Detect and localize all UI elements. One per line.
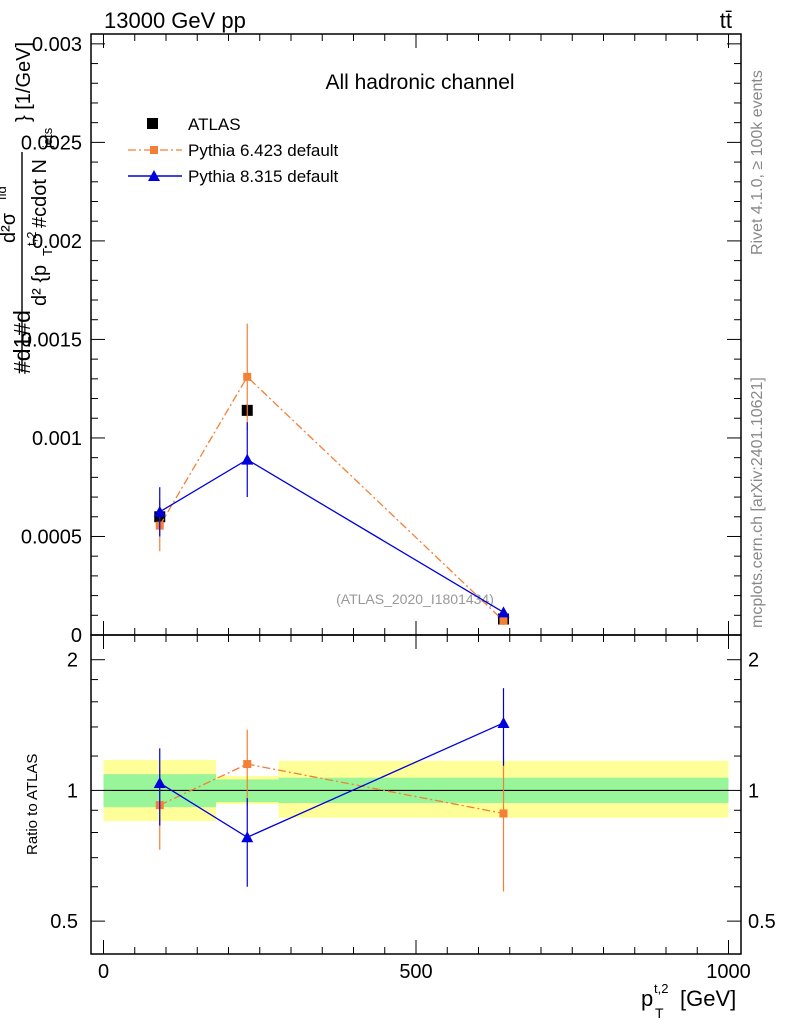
xlabel-main: p	[641, 986, 653, 1011]
y-tick-label-1: 0.0005	[21, 526, 82, 548]
ratio-tick-label-right-1: 1	[748, 780, 759, 802]
header-process: tt̄	[720, 8, 732, 33]
x-tick-label-1: 500	[399, 961, 432, 983]
legend-marker-pythia8	[148, 170, 160, 181]
ratio-point-pythia6-2	[499, 809, 508, 818]
x-tick-label-0: 0	[98, 961, 109, 983]
rivet-label: Rivet 4.1.0, ≥ 100k events	[749, 70, 766, 255]
legend-marker-atlas	[147, 118, 158, 129]
point-pythia8-1	[241, 453, 254, 465]
point-pythia8-0	[153, 505, 166, 517]
y-axis-label: #d1#d d²σ fid d² {p T t,2 #cdot N jets }…	[0, 42, 55, 374]
analysis-label: (ATLAS_2020_I1801434)	[336, 591, 494, 607]
legend-label-pythia6: Pythia 6.423 default	[188, 141, 339, 160]
ylabel-frag-5: t,2	[24, 232, 39, 246]
y-tick-label-4: 0.002	[32, 231, 82, 253]
y-tick-label-2: 0.001	[32, 428, 82, 450]
xlabel-unit: [GeV]	[680, 986, 736, 1011]
ratio-point-pythia6-1	[243, 760, 252, 769]
ratio-tick-label-right-0: 0.5	[748, 911, 776, 933]
ylabel-frag-1: d²σ	[0, 212, 20, 243]
mcplots-label: mcplots.cern.ch [arXiv:2401.10621]	[749, 377, 766, 628]
ratio-point-pythia8-1	[241, 831, 254, 843]
x-tick-label-2: 1000	[706, 961, 751, 983]
ratio-point-pythia8-2	[497, 716, 510, 728]
xlabel-sup: t,2	[654, 981, 668, 996]
y-tick-label-0: 0	[71, 625, 82, 647]
ylabel-frag-6: #cdot N	[29, 159, 51, 228]
x-axis-label: p T t,2 [GeV]	[641, 981, 736, 1021]
main-plot-layer	[153, 323, 510, 625]
ylabel-frag-2: fid	[0, 186, 9, 200]
ratio-tick-label-0: 0.5	[50, 911, 78, 933]
ratio-point-pythia8-0	[153, 777, 166, 789]
ratio-tick-label-1: 1	[67, 780, 78, 802]
point-pythia6-2	[499, 616, 508, 625]
point-pythia6-1	[243, 372, 252, 381]
legend-marker-pythia6	[150, 146, 158, 154]
ratio-ylabel: Ratio to ATLAS	[24, 754, 41, 855]
y-tick-label-6: 0.003	[32, 34, 82, 56]
ratio-plot-layer	[103, 688, 729, 892]
chart-title: All hadronic channel	[325, 71, 514, 94]
y-tick-label-5: 0.0025	[21, 132, 82, 154]
ylabel-frag-7: jets	[40, 127, 55, 149]
ylabel-frag-4: T	[40, 248, 55, 256]
ratio-tick-label-2: 2	[67, 650, 78, 672]
series-line-pythia8	[159, 458, 504, 613]
xlabel-sub: T	[655, 1005, 664, 1021]
header-energy: 13000 GeV pp	[104, 8, 246, 33]
y-tick-label-3: 0.0015	[21, 329, 82, 351]
ylabel-frag-8: } [1/GeV]	[13, 42, 35, 122]
point-pythia8-2	[497, 606, 510, 618]
legend-label-atlas: ATLAS	[188, 115, 241, 134]
legend: ATLAS Pythia 6.423 default Pythia 8.315 …	[128, 115, 339, 186]
series-line-pythia6	[159, 375, 504, 622]
ylabel-frag-3: d² {p	[29, 265, 51, 306]
legend-label-pythia8: Pythia 8.315 default	[188, 167, 339, 186]
ratio-tick-label-right-2: 2	[748, 650, 759, 672]
